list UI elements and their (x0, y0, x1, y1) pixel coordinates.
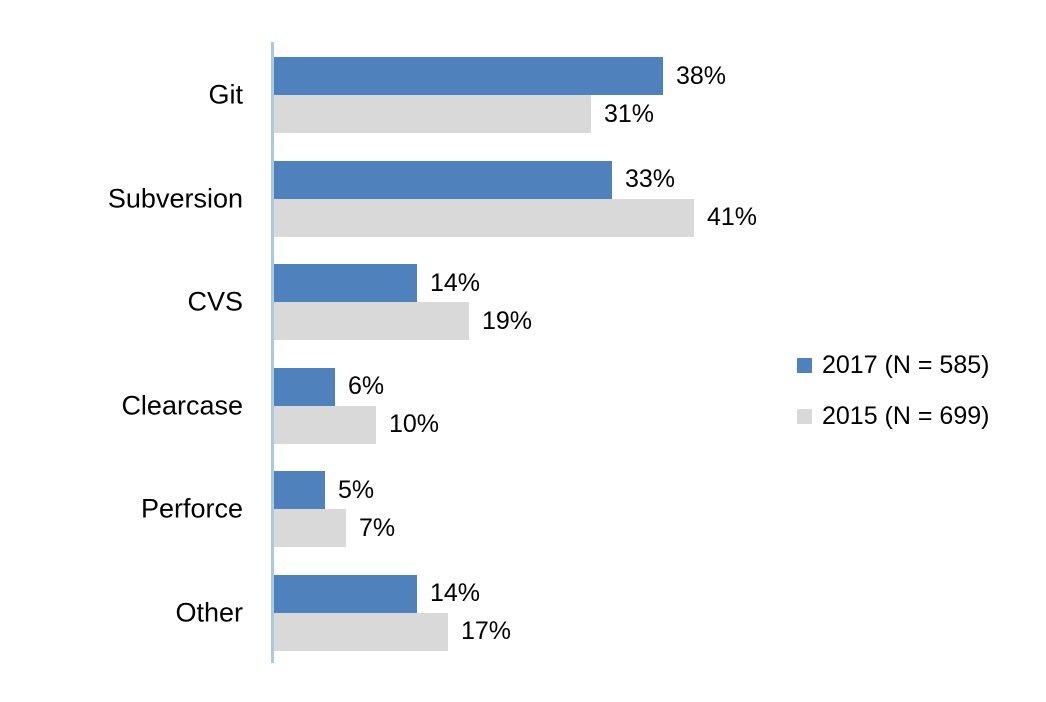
value-label: 5% (338, 475, 375, 504)
bar-2017 (274, 471, 325, 509)
bar-row: 10% (274, 405, 1046, 444)
bar-2015 (274, 95, 591, 133)
value-label: 38% (676, 61, 727, 90)
value-label: 14% (430, 579, 481, 607)
bar-row: 41% (274, 198, 1046, 237)
bar-group: CVS 14% 19% (187, 264, 1046, 340)
bar-2015 (274, 302, 469, 340)
legend-item-2015: 2015 (N = 699) (797, 402, 989, 430)
bar-2015 (274, 612, 448, 651)
category-label: Other (175, 597, 243, 627)
value-label: 33% (625, 165, 676, 193)
value-label: 31% (604, 99, 655, 128)
value-label: 6% (348, 372, 385, 400)
legend-swatch-2015 (797, 408, 812, 424)
category-label: Subversion (107, 183, 243, 213)
category-label: CVS (187, 286, 243, 317)
value-label: 41% (707, 203, 758, 231)
bar-group: Git 38% 31% (208, 57, 1046, 133)
bar-row: 14% (274, 574, 1046, 613)
bar-row: 5% (274, 471, 1046, 509)
bar-2017 (274, 264, 417, 302)
legend: 2017 (N = 585) 2015 (N = 699) (797, 351, 989, 430)
bar-row: 33% (274, 160, 1046, 199)
bar-2017 (274, 57, 663, 95)
bar-group: Other 14% 17% (175, 574, 1046, 651)
bar-row: 6% (274, 367, 1046, 406)
category-label: Perforce (140, 493, 243, 524)
bar-row: 38% (274, 57, 1046, 95)
bar-row: 14% (274, 264, 1046, 302)
bar-group: Clearcase 6% 10% (121, 367, 1046, 444)
bar-group: Subversion 33% 41% (108, 160, 1046, 237)
bar-row: 19% (274, 302, 1046, 340)
bar-2015 (274, 405, 376, 444)
value-label: 10% (389, 410, 440, 438)
value-label: 14% (430, 268, 481, 297)
category-label: Git (208, 79, 243, 110)
category-label: Clearcase (121, 390, 243, 420)
bar-2015 (274, 509, 346, 547)
bar-2017 (274, 160, 612, 199)
legend-label-2015: 2015 (N = 699) (822, 401, 990, 430)
bar-2017 (274, 574, 417, 613)
plot-area: Git 38% 31% Subversion 33% 41% CVS 14% 19% Clearc… (108, 57, 1046, 678)
legend-label-2017: 2017 (N = 585) (822, 350, 990, 379)
legend-item-2017: 2017 (N = 585) (797, 351, 989, 379)
bar-2017 (274, 367, 335, 406)
legend-swatch-2017 (797, 357, 812, 373)
bar-row: 31% (274, 95, 1046, 133)
bar-row: 17% (274, 612, 1046, 651)
bar-2015 (274, 198, 694, 237)
value-label: 17% (461, 617, 512, 645)
value-label: 19% (482, 306, 533, 335)
bar-group: Perforce 5% 7% (141, 471, 1046, 547)
y-axis-line (271, 42, 274, 663)
value-label: 7% (359, 513, 396, 542)
bar-row: 7% (274, 509, 1046, 547)
